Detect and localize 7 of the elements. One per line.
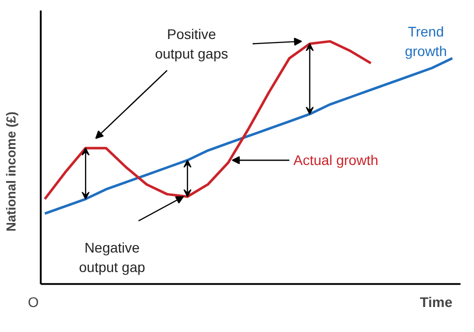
annotation: Negative output gap xyxy=(78,240,146,275)
text: Actual growth xyxy=(293,152,378,168)
x-axis-title: Time xyxy=(420,294,453,310)
y-axis-title: National income (£) xyxy=(4,112,18,232)
text: O xyxy=(28,294,39,310)
series-label: Trend growth xyxy=(404,24,447,59)
annotation: Positive output gaps xyxy=(154,26,228,62)
